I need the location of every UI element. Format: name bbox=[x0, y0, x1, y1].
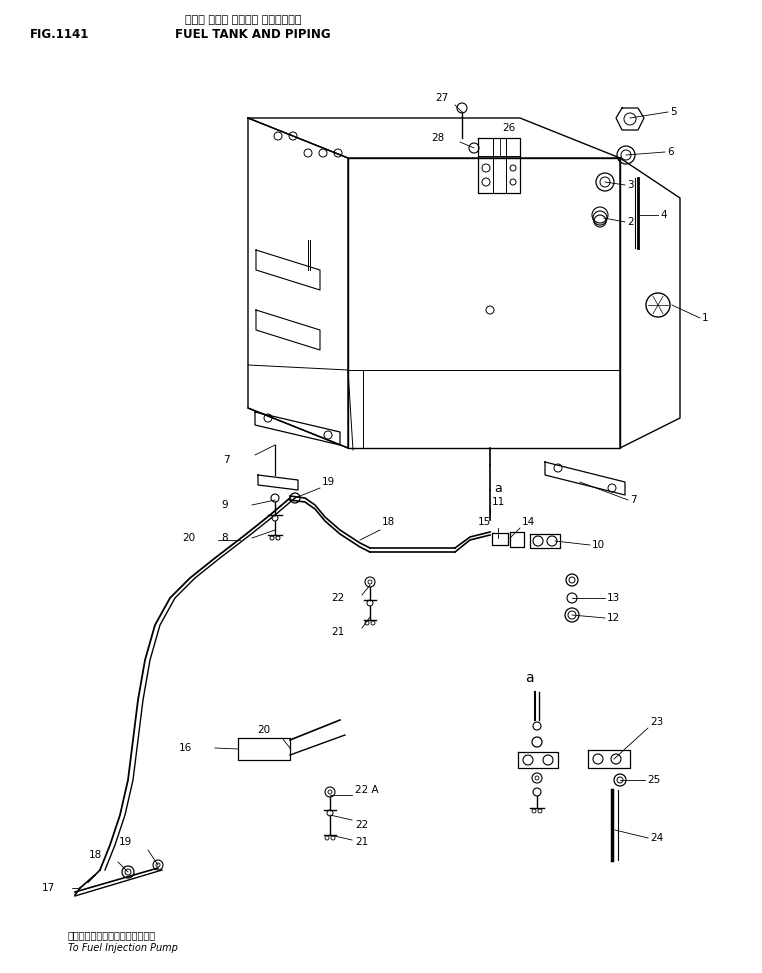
Text: 2: 2 bbox=[627, 217, 634, 227]
Text: FIG.1141: FIG.1141 bbox=[30, 28, 89, 42]
Text: a: a bbox=[525, 671, 533, 685]
Text: 5: 5 bbox=[670, 107, 677, 117]
Text: 1: 1 bbox=[702, 313, 709, 323]
Text: 25: 25 bbox=[647, 775, 660, 785]
Text: 17: 17 bbox=[42, 883, 55, 893]
Text: a: a bbox=[494, 482, 501, 494]
Text: 14: 14 bbox=[522, 517, 535, 527]
Text: 7: 7 bbox=[223, 455, 230, 465]
Text: 16: 16 bbox=[179, 743, 192, 753]
Text: 15: 15 bbox=[478, 517, 491, 527]
Text: 21: 21 bbox=[331, 627, 345, 637]
Text: 3: 3 bbox=[627, 180, 634, 190]
Text: 23: 23 bbox=[650, 717, 663, 727]
Text: 20: 20 bbox=[182, 533, 195, 543]
Text: To Fuel Injection Pump: To Fuel Injection Pump bbox=[68, 943, 178, 953]
Text: 19: 19 bbox=[322, 477, 335, 487]
Text: 21: 21 bbox=[355, 837, 368, 847]
Text: 22: 22 bbox=[355, 820, 368, 830]
Text: 12: 12 bbox=[607, 613, 620, 623]
Text: 20: 20 bbox=[257, 725, 270, 735]
Text: 26: 26 bbox=[502, 123, 515, 133]
Text: 24: 24 bbox=[650, 833, 663, 843]
Text: 6: 6 bbox=[667, 147, 674, 157]
Text: フェル タンク オヤビー パイピングー: フェル タンク オヤビー パイピングー bbox=[185, 15, 302, 25]
Text: 9: 9 bbox=[222, 500, 228, 510]
Text: 13: 13 bbox=[607, 593, 620, 603]
Text: 27: 27 bbox=[435, 93, 448, 103]
Text: 10: 10 bbox=[592, 540, 605, 550]
Text: 19: 19 bbox=[119, 837, 132, 847]
Text: 8: 8 bbox=[222, 533, 228, 543]
Text: 18: 18 bbox=[382, 517, 395, 527]
Text: フェルインジェクションポンプへ: フェルインジェクションポンプへ bbox=[68, 930, 156, 940]
Text: 22: 22 bbox=[331, 593, 345, 603]
Text: 7: 7 bbox=[630, 495, 636, 505]
Text: 18: 18 bbox=[88, 850, 102, 860]
Text: 28: 28 bbox=[432, 133, 445, 143]
Text: 22 A: 22 A bbox=[355, 785, 379, 795]
Text: 4: 4 bbox=[660, 210, 667, 220]
Text: FUEL TANK AND PIPING: FUEL TANK AND PIPING bbox=[175, 28, 331, 42]
Text: 11: 11 bbox=[492, 497, 505, 507]
